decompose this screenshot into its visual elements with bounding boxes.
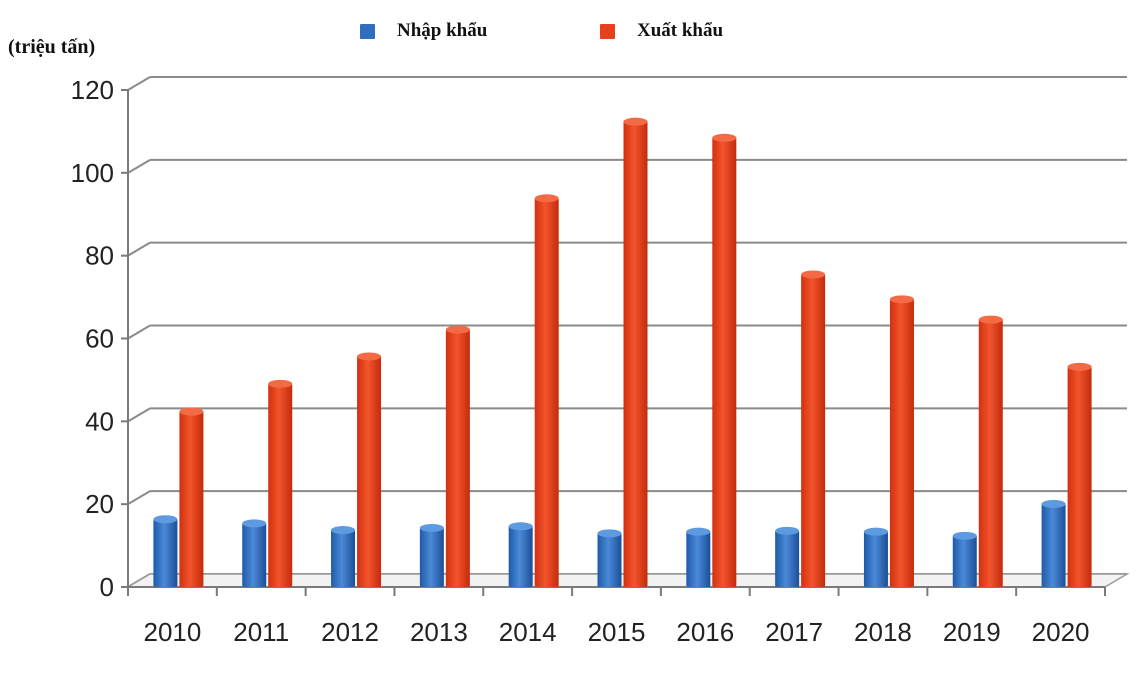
bar-import-2013-cap — [419, 523, 444, 532]
gridline-diag-100 — [127, 158, 151, 174]
bar-import-2019-cap — [952, 531, 977, 540]
bar-export-2020 — [1067, 365, 1092, 587]
tick-labels: 0 20 40 60 80 100 120 2010 2011 2012 2013 2014 2015 2… — [71, 75, 1090, 647]
x-tick-label-2019: 2019 — [943, 617, 1001, 647]
legend-item-import: Nhập khẩu — [360, 20, 487, 42]
bar-import-2011 — [242, 522, 267, 587]
bar-import-2016-cap — [686, 527, 711, 536]
y-tick-label-100: 100 — [71, 158, 114, 188]
bar-export-2016 — [712, 136, 737, 587]
bar-import-2017 — [775, 529, 800, 587]
bar-import-2020 — [1041, 502, 1066, 587]
y-tick-label-80: 80 — [85, 241, 114, 271]
gridline-diag-80 — [127, 241, 151, 257]
x-tick-label-2016: 2016 — [676, 617, 734, 647]
bar-export-2011 — [268, 382, 293, 587]
bar-import-2012-cap — [331, 526, 356, 535]
x-tick-label-2011: 2011 — [233, 617, 289, 647]
y-tick-label-60: 60 — [85, 324, 114, 354]
x-tick-label-2013: 2013 — [410, 617, 468, 647]
x-tick-label-2014: 2014 — [499, 617, 557, 647]
bar-export-2013-cap — [445, 325, 470, 334]
bar-export-2019-cap — [978, 315, 1003, 324]
x-tick-label-2015: 2015 — [588, 617, 646, 647]
bar-export-2020-cap — [1067, 362, 1092, 371]
bar-import-2014 — [508, 525, 533, 587]
bar-import-2014-cap — [508, 522, 533, 531]
bar-import-2017-cap — [775, 526, 800, 535]
bar-export-2015-cap — [623, 117, 648, 126]
bar-export-2016-cap — [712, 133, 737, 142]
bar-export-2015 — [623, 120, 648, 588]
y-tick-label-20: 20 — [85, 489, 114, 519]
bar-export-2012 — [357, 355, 382, 587]
bar-export-2010 — [179, 410, 204, 587]
gridline-diag-20 — [127, 490, 151, 506]
legend-swatch-import — [360, 23, 375, 39]
x-tick-label-2020: 2020 — [1032, 617, 1090, 647]
bar-import-2018-cap — [863, 527, 888, 536]
bar-import-2015 — [597, 532, 622, 587]
bar-import-2019 — [952, 534, 977, 587]
bar-export-2014 — [534, 197, 559, 587]
x-tick-label-2017: 2017 — [765, 617, 823, 647]
bar-export-2017-cap — [801, 270, 826, 279]
x-tick-label-2012: 2012 — [321, 617, 379, 647]
bar-export-2013 — [445, 328, 470, 587]
bar-import-2011-cap — [242, 519, 267, 528]
legend-label-export: Xuất khẩu — [637, 20, 724, 41]
bar-export-2010-cap — [179, 407, 204, 416]
gridline-diag-120 — [127, 76, 151, 91]
bars — [153, 117, 1092, 588]
x-tick-label-2018: 2018 — [854, 617, 912, 647]
bar-import-2013 — [419, 526, 444, 587]
bar-export-2019 — [978, 318, 1003, 587]
bar-import-2010 — [153, 518, 178, 587]
legend-item-export: Xuất khẩu — [600, 20, 723, 42]
y-tick-label-40: 40 — [85, 406, 114, 436]
y-tick-label-0: 0 — [100, 572, 114, 602]
bar-export-2012-cap — [357, 352, 382, 361]
bar-export-2018 — [889, 298, 914, 587]
bar-import-2018 — [863, 530, 888, 587]
bar-export-2014-cap — [534, 194, 559, 203]
gridline-diag-60 — [127, 324, 151, 340]
bar-export-2011-cap — [268, 379, 293, 388]
bar-import-2020-cap — [1041, 499, 1066, 508]
x-tick-label-2010: 2010 — [143, 617, 201, 647]
bar-export-2018-cap — [889, 295, 914, 304]
bar-export-2017 — [801, 273, 826, 587]
bar-import-2015-cap — [597, 529, 622, 538]
y-tick-label-120: 120 — [71, 75, 114, 105]
gridline-diag-40 — [127, 407, 151, 423]
bar-import-2012 — [331, 529, 356, 587]
y-axis-unit-label: (triệu tấn) — [8, 36, 96, 58]
bar-import-2016 — [686, 530, 711, 587]
legend-label-import: Nhập khẩu — [397, 20, 488, 41]
legend-swatch-export — [600, 23, 615, 39]
bar-import-2010-cap — [153, 515, 178, 524]
